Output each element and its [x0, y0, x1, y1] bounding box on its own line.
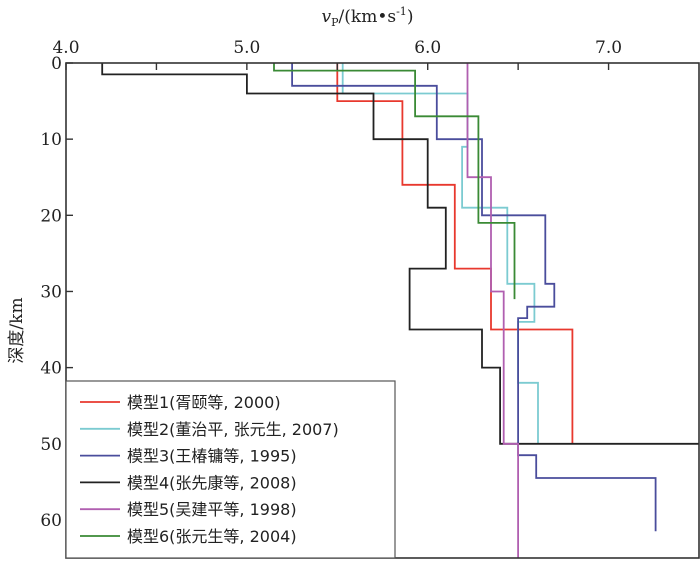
y-tick-label: 60 — [40, 511, 62, 531]
legend-item: 模型3(王椿镛等, 1995) — [80, 447, 297, 466]
x-axis: 4.0 5.0 6.0 7.0 — [52, 38, 622, 70]
legend-item: 模型2(董治平, 张元生, 2007) — [80, 420, 339, 439]
legend: 模型1(胥颐等, 2000) 模型2(董治平, 张元生, 2007) 模型3(王椿镛… — [65, 380, 396, 559]
series-line-model-5 — [466, 63, 519, 558]
legend-label: 模型6(张元生等, 2004) — [127, 527, 297, 546]
legend-item: 模型5(吴建平等, 1998) — [80, 500, 297, 519]
legend-item: 模型4(张先康等, 2008) — [80, 473, 297, 492]
legend-label: 模型5(吴建平等, 1998) — [127, 500, 297, 519]
legend-box — [65, 380, 396, 559]
series-line-model-1 — [336, 63, 574, 444]
legend-label: 模型2(董治平, 张元生, 2007) — [127, 420, 339, 439]
y-tick-label: 20 — [40, 206, 62, 226]
series-layer — [101, 63, 699, 558]
y-axis: 0 10 20 30 40 50 60 — [40, 54, 73, 531]
x-axis-title: vP/(km•s-1) — [322, 5, 414, 29]
x-tick-label: 5.0 — [233, 38, 260, 58]
x-axis-title-sub: P — [331, 16, 339, 29]
legend-item: 模型6(张元生等, 2004) — [80, 527, 297, 546]
y-axis-title: 深度/km — [7, 297, 27, 363]
legend-label: 模型3(王椿镛等, 1995) — [127, 447, 297, 466]
legend-label: 模型4(张先康等, 2008) — [127, 473, 297, 492]
y-tick-label: 50 — [40, 435, 62, 455]
series-line-model-6 — [273, 63, 516, 300]
legend-item: 模型1(胥颐等, 2000) — [80, 393, 281, 412]
legend-label: 模型1(胥颐等, 2000) — [127, 393, 281, 412]
x-axis-title-close: ) — [407, 7, 414, 27]
x-axis-title-var: v — [322, 7, 332, 27]
x-tick-label: 7.0 — [595, 38, 622, 58]
y-tick-label: 0 — [51, 54, 62, 74]
x-axis-title-sup: -1 — [396, 5, 407, 18]
y-tick-label: 40 — [40, 359, 62, 379]
series-line-model-3 — [291, 63, 657, 532]
x-tick-label: 4.0 — [52, 38, 79, 58]
x-axis-title-unit: /(km•s — [339, 7, 397, 27]
x-tick-label: 6.0 — [414, 38, 441, 58]
y-tick-label: 30 — [40, 282, 62, 302]
y-tick-label: 10 — [40, 130, 62, 150]
series-line-model-4 — [101, 63, 699, 445]
